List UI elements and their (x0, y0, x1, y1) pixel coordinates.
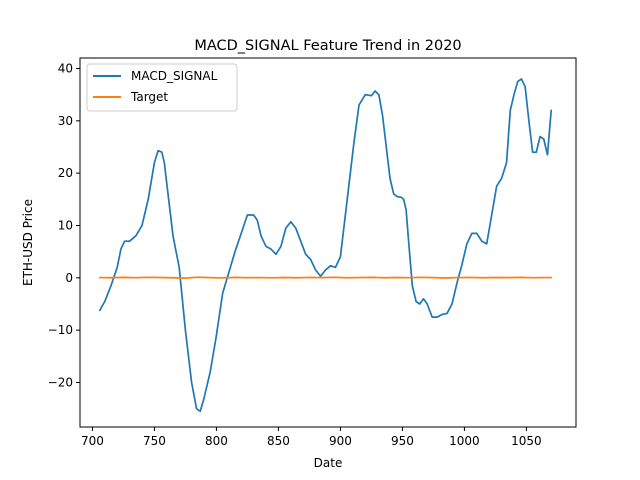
y-tick-label: 0 (65, 271, 73, 285)
y-tick-label: 10 (58, 218, 73, 232)
plot-background (80, 58, 576, 427)
y-tick-label: −10 (48, 323, 73, 337)
series-group (98, 78, 553, 413)
y-tick-label: 20 (58, 166, 73, 180)
y-axis-ticks: −20 −10 0 10 20 30 40 (48, 61, 80, 390)
legend-box (86, 63, 238, 112)
series-line-target (98, 276, 553, 279)
y-tick-label: −20 (48, 376, 73, 390)
x-tick-label: 850 (267, 434, 290, 448)
x-tick-label: 900 (329, 434, 352, 448)
legend: MACD_SIGNAL Target (86, 63, 238, 112)
x-tick-label: 950 (391, 434, 414, 448)
x-axis-label: Date (314, 456, 343, 470)
y-tick-label: 40 (58, 61, 73, 75)
legend-label-macd-signal: MACD_SIGNAL (131, 69, 218, 83)
x-tick-label: 750 (143, 434, 166, 448)
x-tick-label: 800 (205, 434, 228, 448)
y-axis-label: ETH-USD Price (21, 199, 35, 286)
chart-title: MACD_SIGNAL Feature Trend in 2020 (194, 38, 461, 54)
x-tick-label: 1000 (449, 434, 480, 448)
y-tick-label: 30 (58, 114, 73, 128)
x-tick-label: 700 (81, 434, 104, 448)
x-tick-label: 1050 (511, 434, 542, 448)
plot-frame (79, 57, 577, 428)
legend-label-target: Target (130, 90, 168, 104)
x-axis-ticks: 700 750 800 850 900 950 1000 1050 (81, 427, 542, 448)
